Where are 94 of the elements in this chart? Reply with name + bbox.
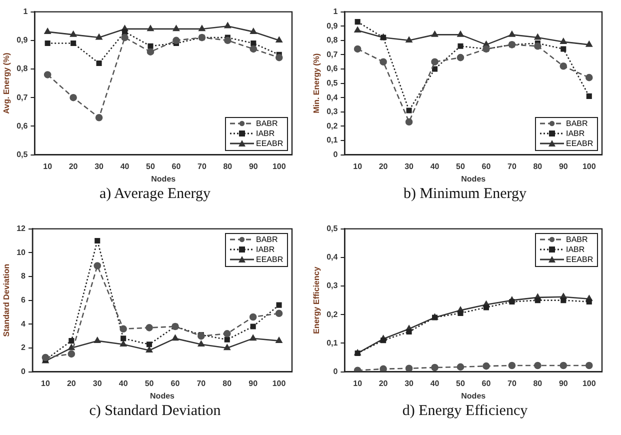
text: d) Energy Efficiency xyxy=(401,403,529,420)
legend-label: BABR xyxy=(256,118,278,129)
x-tick-label: 90 xyxy=(248,378,258,388)
text: c) Standard Deviation xyxy=(88,403,222,420)
y-tick-label: 1 xyxy=(23,7,28,16)
y-axis-title: Standard Deviation xyxy=(2,264,12,337)
y-tick-label: 8 xyxy=(21,272,26,281)
x-tick-label: 70 xyxy=(196,378,206,388)
y-tick-label: 0,8 xyxy=(16,64,28,74)
x-axis-title: Nodes xyxy=(461,174,486,184)
y-tick-label: 0,4 xyxy=(326,252,338,262)
x-tick-label: 60 xyxy=(482,378,492,388)
x-tick-label: 30 xyxy=(94,162,104,171)
x-axis-title: Nodes xyxy=(461,391,486,400)
y-tick-label: 0 xyxy=(21,367,26,376)
legend-label: EEABR xyxy=(256,254,284,265)
y-tick-label: 0,2 xyxy=(326,310,338,319)
x-tick-label: 90 xyxy=(248,162,258,171)
x-tick-label: 60 xyxy=(482,162,492,171)
x-tick-label: 20 xyxy=(66,378,76,388)
y-axis-title: Min. Energy (%) xyxy=(312,52,322,114)
y-tick-label: 0,5 xyxy=(326,224,338,234)
y-tick-label: 0,6 xyxy=(326,64,338,74)
x-tick-label: 40 xyxy=(430,378,440,388)
x-tick-label: 20 xyxy=(378,162,388,171)
x-tick-label: 100 xyxy=(582,162,596,171)
x-tick-label: 10 xyxy=(353,378,363,388)
y-tick-label: 0,7 xyxy=(16,92,28,102)
x-tick-label: 50 xyxy=(456,162,466,171)
x-axis-title: Nodes xyxy=(150,391,176,400)
x-tick-label: 50 xyxy=(456,378,466,388)
x-tick-label: 10 xyxy=(43,162,53,171)
x-tick-label: 50 xyxy=(146,162,156,171)
x-tick-label: 80 xyxy=(223,162,233,171)
y-tick-label: 2 xyxy=(21,343,26,352)
x-tick-label: 70 xyxy=(508,378,517,388)
y-tick-label: 10 xyxy=(16,248,26,257)
y-tick-label: 12 xyxy=(16,224,26,234)
y-tick-label: 0,1 xyxy=(326,338,338,348)
y-tick-label: 6 xyxy=(21,296,26,305)
text: a) Average Energy xyxy=(98,186,212,203)
y-tick-label: 4 xyxy=(21,319,26,328)
y-tick-label: 0,5 xyxy=(326,78,338,88)
y-tick-label: 0,4 xyxy=(326,92,338,102)
x-tick-label: 40 xyxy=(118,378,128,388)
legend-label: IABR xyxy=(566,244,585,255)
x-tick-label: 10 xyxy=(41,378,50,388)
y-tick-label: 0,8 xyxy=(326,36,338,45)
x-tick-label: 20 xyxy=(68,162,78,171)
y-tick-label: 0,1 xyxy=(326,136,338,145)
legend-label: IABR xyxy=(256,128,275,139)
y-tick-label: 0,7 xyxy=(326,50,338,59)
y-tick-label: 0,5 xyxy=(16,150,28,160)
x-tick-label: 50 xyxy=(144,378,154,388)
x-tick-label: 100 xyxy=(272,162,286,171)
y-tick-label: 0,6 xyxy=(16,121,28,130)
y-tick-label: 0 xyxy=(333,367,338,376)
x-tick-label: 80 xyxy=(533,162,543,171)
x-tick-label: 80 xyxy=(222,378,232,388)
legend-label: EEABR xyxy=(566,254,594,265)
y-axis-title: Avg. Energy (%) xyxy=(2,52,12,114)
x-tick-label: 90 xyxy=(558,162,568,171)
legend-label: BABR xyxy=(566,234,588,245)
x-tick-label: 70 xyxy=(508,162,517,171)
x-tick-label: 40 xyxy=(120,162,130,171)
y-tick-label: 1 xyxy=(333,7,338,16)
x-tick-label: 60 xyxy=(172,162,182,171)
legend-label: EEABR xyxy=(566,138,594,149)
text: b) Minimum Energy xyxy=(402,186,528,203)
x-tick-label: 10 xyxy=(353,162,363,171)
x-tick-label: 100 xyxy=(272,378,286,388)
x-tick-label: 90 xyxy=(558,378,568,388)
legend-label: IABR xyxy=(566,128,585,139)
x-tick-label: 100 xyxy=(582,378,596,388)
x-tick-label: 70 xyxy=(198,162,207,171)
x-tick-label: 40 xyxy=(430,162,440,171)
y-tick-label: 0,3 xyxy=(326,107,338,116)
y-tick-label: 0,3 xyxy=(326,281,338,290)
y-axis-title: Energy Efficiency xyxy=(312,266,322,334)
y-tick-label: 0,9 xyxy=(16,36,28,45)
y-tick-label: 0 xyxy=(333,150,338,160)
legend-label: BABR xyxy=(256,234,278,245)
x-axis-title: Nodes xyxy=(151,174,176,184)
x-tick-label: 30 xyxy=(92,378,102,388)
x-tick-label: 60 xyxy=(170,378,180,388)
x-tick-label: 80 xyxy=(533,378,543,388)
x-tick-label: 30 xyxy=(404,378,414,388)
x-tick-label: 30 xyxy=(404,162,414,171)
y-tick-label: 0,9 xyxy=(326,21,338,30)
y-tick-label: 0,2 xyxy=(326,121,338,130)
legend-label: BABR xyxy=(566,118,588,129)
x-tick-label: 20 xyxy=(378,378,388,388)
legend-label: IABR xyxy=(256,244,275,255)
legend-label: EEABR xyxy=(256,138,284,149)
